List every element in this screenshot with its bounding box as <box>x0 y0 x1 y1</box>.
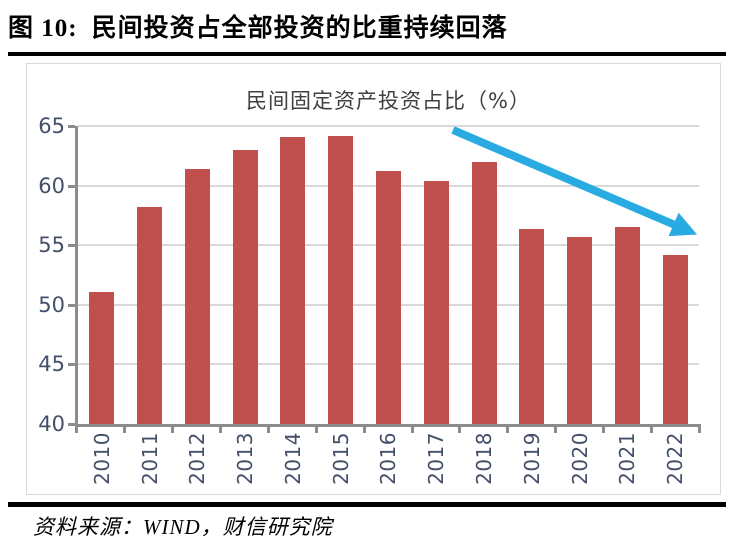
bar-2022 <box>662 254 688 424</box>
bar-slot-2021 <box>603 126 651 424</box>
x-label-slot-2016: 2016 <box>365 432 413 490</box>
bar-slot-2017 <box>412 126 460 424</box>
bar-slot-2014 <box>269 126 317 424</box>
x-label-slot-2015: 2015 <box>317 432 365 490</box>
bar-2017 <box>423 180 449 424</box>
bar-2021 <box>614 227 640 424</box>
chart-panel: 民间固定资产投资占比（%） 40 45 50 55 60 65 2010 2011 2012 2… <box>26 63 721 495</box>
x-tick-mark-6 <box>362 427 366 433</box>
x-label-slot-2021: 2021 <box>603 432 651 490</box>
bar-2016 <box>375 171 401 424</box>
y-tick-mark-60 <box>68 184 75 188</box>
y-tick-mark-40 <box>68 423 75 426</box>
x-label-slot-2022: 2022 <box>651 432 699 490</box>
y-tick-label-40: 40 <box>38 412 65 436</box>
x-label-slot-2020: 2020 <box>556 432 604 490</box>
x-tick-mark-9 <box>506 427 510 433</box>
bar-slot-2020 <box>556 126 604 424</box>
y-tick-label-50: 50 <box>38 292 65 317</box>
x-axis-labels: 2010 2011 2012 2013 2014 2015 2016 2017 2018 2019… <box>78 432 699 490</box>
footer-divider <box>8 502 726 507</box>
bar-2018 <box>471 161 497 424</box>
x-tick-mark-8 <box>458 427 462 433</box>
title-divider <box>8 52 726 56</box>
bar-slot-2018 <box>460 126 508 424</box>
bar-2015 <box>328 135 354 424</box>
bar-slot-2019 <box>508 126 556 424</box>
x-tick-label-2020: 2020 <box>567 432 592 485</box>
bar-2012 <box>184 168 210 424</box>
bar-slot-2016 <box>365 126 413 424</box>
bar-slot-2013 <box>221 126 269 424</box>
x-tick-mark-3 <box>218 427 222 433</box>
x-tick-mark-5 <box>314 427 318 433</box>
figure-number: 图 10: <box>8 15 78 42</box>
figure-caption: 图 10: 民间投资占全部投资的比重持续回落 <box>8 8 724 44</box>
x-tick-label-2015: 2015 <box>328 432 353 485</box>
x-axis-line <box>75 424 701 427</box>
x-tick-label-2014: 2014 <box>280 432 305 485</box>
x-tick-label-2021: 2021 <box>615 432 640 485</box>
bar-series <box>78 126 699 424</box>
y-tick-label-65: 65 <box>38 114 65 138</box>
y-tick-mark-45 <box>68 363 75 367</box>
x-tick-label-2022: 2022 <box>663 432 688 485</box>
x-label-slot-2017: 2017 <box>412 432 460 490</box>
x-label-slot-2011: 2011 <box>126 432 174 490</box>
bar-2014 <box>280 136 306 424</box>
figure-title: 民间投资占全部投资的比重持续回落 <box>91 15 508 42</box>
x-label-slot-2012: 2012 <box>174 432 222 490</box>
y-tick-mark-55 <box>68 244 75 248</box>
source-note: 资料来源：WIND，财信研究院 <box>33 515 333 539</box>
y-tick-label-60: 60 <box>38 173 65 198</box>
x-tick-mark-7 <box>410 427 414 433</box>
y-tick-label-45: 45 <box>38 352 65 377</box>
chart-title: 民间固定资产投资占比（%） <box>246 89 531 113</box>
y-tick-mark-50 <box>68 303 75 307</box>
x-tick-label-2011: 2011 <box>137 432 162 485</box>
x-tick-label-2012: 2012 <box>185 432 210 485</box>
y-tick-label-55: 55 <box>38 233 65 258</box>
x-label-slot-2014: 2014 <box>269 432 317 490</box>
bar-slot-2015 <box>317 126 365 424</box>
x-tick-label-2013: 2013 <box>233 432 258 485</box>
bar-slot-2012 <box>174 126 222 424</box>
x-tick-label-2010: 2010 <box>89 432 114 485</box>
x-label-slot-2010: 2010 <box>78 432 126 490</box>
y-axis-line <box>75 126 78 427</box>
x-label-slot-2019: 2019 <box>508 432 556 490</box>
x-tick-label-2019: 2019 <box>519 432 544 485</box>
x-tick-mark-1 <box>122 427 126 433</box>
y-tick-mark-65 <box>68 125 75 128</box>
gridline-65 <box>78 125 699 127</box>
x-tick-mark-13 <box>698 427 701 433</box>
x-tick-mark-4 <box>266 427 270 433</box>
x-tick-mark-11 <box>602 427 606 433</box>
bar-2010 <box>89 291 115 424</box>
x-label-slot-2013: 2013 <box>221 432 269 490</box>
bar-slot-2010 <box>78 126 126 424</box>
bar-slot-2011 <box>126 126 174 424</box>
x-tick-label-2016: 2016 <box>376 432 401 485</box>
x-label-slot-2018: 2018 <box>460 432 508 490</box>
bar-2020 <box>567 236 593 424</box>
bar-2011 <box>137 207 163 424</box>
bar-2013 <box>232 149 258 424</box>
x-tick-mark-10 <box>554 427 558 433</box>
x-tick-mark-0 <box>75 427 78 433</box>
x-tick-mark-2 <box>170 427 174 433</box>
x-tick-label-2018: 2018 <box>472 432 496 485</box>
x-tick-label-2017: 2017 <box>424 432 449 485</box>
bar-slot-2022 <box>651 126 699 424</box>
bar-2019 <box>519 228 545 424</box>
x-tick-mark-12 <box>650 427 654 433</box>
